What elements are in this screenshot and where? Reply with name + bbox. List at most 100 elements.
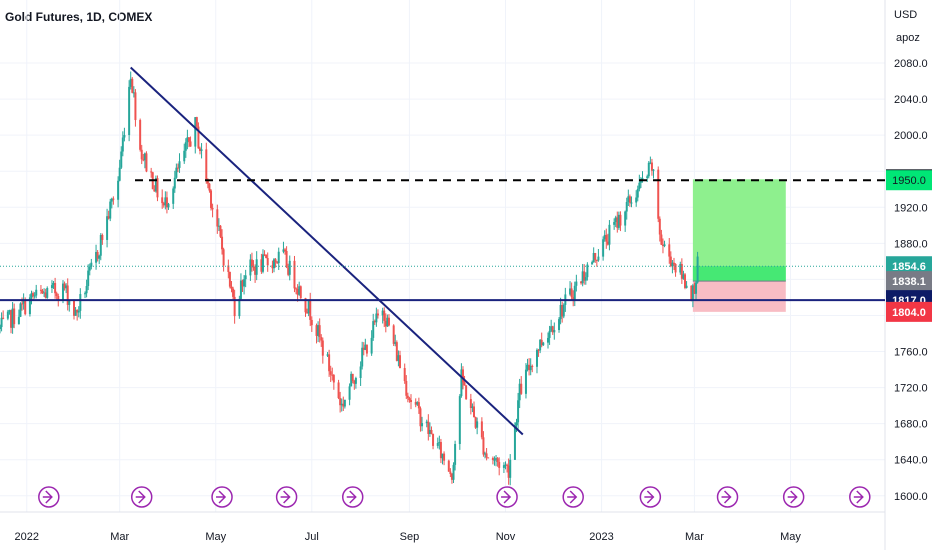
candle [447,459,450,472]
candle-body [517,400,520,423]
candle-body [221,236,224,250]
candle [173,170,176,193]
candle-body [625,202,628,212]
candle [186,129,189,150]
candle [74,307,77,316]
candle-body [19,303,22,317]
candle-body [197,126,200,149]
candle-body [332,375,335,383]
candle-body [173,177,176,189]
price-tick-label: 2080.0 [894,58,928,70]
candle-body [392,325,395,344]
candle [52,280,55,289]
candle-body [529,365,532,371]
candle [427,414,430,441]
candle [569,281,572,296]
candle-body [241,280,244,287]
candle-body [11,308,14,328]
price-tick-label: 1600.0 [894,491,928,503]
candle-body [165,197,168,208]
candle-body [575,281,578,286]
time-tick-label: May [205,531,226,543]
candle [370,330,373,356]
candle-body [266,258,269,266]
candle [208,182,211,193]
candle-body [465,385,468,400]
candle [129,71,132,90]
time-tick-label: 2022 [15,531,39,543]
event-icon [211,486,233,508]
candle-body [624,211,627,226]
candle-body [685,285,688,288]
candle [101,233,104,245]
candle-body [139,120,142,150]
candle-body [696,256,699,283]
candle [595,259,598,267]
event-icon [716,486,739,508]
candle [197,122,200,149]
candle-body [233,296,236,317]
candle-body [526,364,529,370]
candle-body [548,330,551,338]
candle-body [87,270,90,287]
candle-body [657,169,660,219]
candle [472,401,475,418]
candle [176,163,179,173]
event-icon-arrow [42,490,53,504]
candle [178,153,181,173]
candle [636,185,639,202]
candle-body [461,369,464,383]
candle [573,281,576,307]
open-profit-zone [692,266,786,282]
candle-body [403,368,406,382]
candle-body [293,260,296,289]
candle-body [584,277,587,281]
candle-body [351,373,354,381]
candle [520,376,523,395]
candle-body [408,398,411,401]
candle [120,146,123,170]
time-axis: 2022 Mar May Jul Sep Nov 2023 Mar May [15,531,802,543]
candle [580,280,583,285]
candle [430,426,433,435]
candle [469,393,472,415]
candle-body [472,406,475,418]
candle-body [287,267,290,275]
candle-body [2,317,5,319]
candle-body [405,381,408,396]
candle [425,419,428,428]
candle-body [57,295,60,301]
candle [649,156,652,165]
candle-body [77,310,80,313]
candle-body [206,179,209,184]
candle-body [635,197,638,203]
event-markers[interactable] [38,486,871,508]
candle-body [539,339,542,351]
candle-body [299,286,302,299]
candle [306,308,309,314]
event-icon-arrow [280,490,291,504]
candle-body [239,280,242,299]
event-icon [130,486,153,508]
candle-body [331,374,334,376]
candle-body [660,234,663,245]
candle [132,86,135,98]
candle-body [365,344,368,354]
candle-body [10,310,13,328]
candle-body [194,117,197,147]
candle [239,273,242,300]
candle [121,131,124,157]
candle-body [491,458,494,460]
candle-body [162,203,165,206]
candle-body [419,408,422,427]
candle [696,251,699,284]
event-icon [849,486,871,508]
candle-body [228,271,231,287]
candle [99,233,102,261]
candle-body [310,319,313,326]
candle-body [65,285,68,289]
candle-body [153,189,156,192]
candle [348,383,351,406]
candle-body [454,444,457,465]
